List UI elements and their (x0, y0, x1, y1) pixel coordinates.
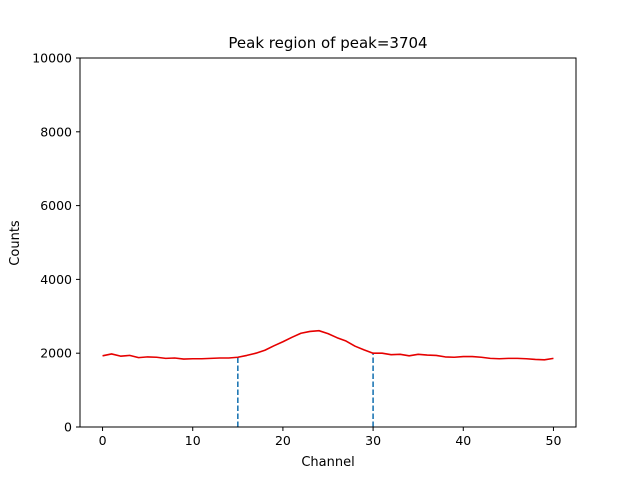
y-tick-label: 6000 (40, 198, 72, 213)
plot-area (102, 329, 554, 427)
y-tick-label: 2000 (40, 346, 72, 361)
chart-title: Peak region of peak=3704 (228, 34, 427, 52)
x-tick-label: 10 (185, 433, 201, 448)
x-tick-label: 20 (275, 433, 291, 448)
y-axis-label: Counts (8, 220, 23, 266)
series-line (102, 329, 554, 361)
x-tick-label: 50 (546, 433, 562, 448)
x-tick-label: 30 (365, 433, 381, 448)
y-tick-label: 0 (64, 420, 72, 435)
axes: 0 10 20 30 40 50 0 2000 4000 6000 8000 10000 (32, 51, 561, 449)
x-axis-label: Channel (301, 455, 354, 470)
y-tick-label: 10000 (32, 51, 72, 66)
y-tick-label: 8000 (40, 124, 72, 139)
plot-frame (79, 57, 577, 428)
y-tick-label: 4000 (40, 272, 72, 287)
x-tick-label: 40 (455, 433, 471, 448)
x-tick-label: 0 (99, 433, 107, 448)
